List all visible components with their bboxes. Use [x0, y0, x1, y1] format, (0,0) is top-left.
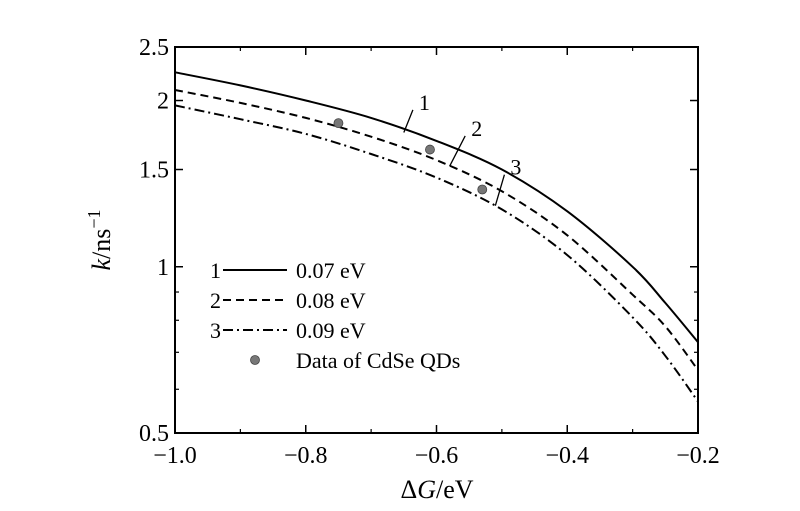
series-layer [174, 71, 699, 403]
x-axis-label-variable: G [417, 475, 436, 504]
x-axis-label-prefix: Δ [400, 475, 417, 504]
series-line-1 [174, 71, 699, 343]
legend-number-1: 1 [210, 258, 221, 283]
axes: −1.0 −0.8 −0.6 −0.4 −0.2 2.5 2 1.5 1 0.5 [139, 35, 720, 469]
data-point-1 [333, 118, 344, 129]
legend-label-3: 0.09 eV [296, 318, 366, 343]
curve-label-leader-1 [403, 109, 414, 133]
annotation-layer: 1 2 3 [403, 90, 521, 206]
y-axis-label-exponent: −1 [84, 209, 104, 228]
legend-number-2: 2 [210, 288, 221, 313]
x-axis-label: ΔG/eV [400, 475, 473, 504]
y-tick-label: 1.5 [139, 158, 169, 184]
legend-marker-dot [250, 355, 260, 365]
legend-label-1: 0.07 eV [296, 258, 366, 283]
y-axis-label-variable: k [87, 259, 116, 271]
x-tick-label: −0.2 [676, 443, 720, 469]
legend-label-data: Data of CdSe QDs [296, 348, 460, 373]
y-tick-label: 2.5 [139, 35, 169, 61]
x-tick-label: −0.4 [545, 443, 589, 469]
y-tick-label: 0.5 [139, 421, 169, 447]
legend-number-3: 3 [210, 318, 221, 343]
y-axis-label-unit: /ns [87, 229, 116, 259]
curve-label-3: 3 [510, 155, 521, 180]
series-line-3 [174, 104, 699, 403]
data-point-3 [477, 184, 488, 195]
x-tick-label: −0.8 [284, 443, 328, 469]
data-point-2 [425, 144, 435, 155]
y-axis-label: k/ns−1 [84, 209, 116, 270]
curve-label-1: 1 [419, 90, 430, 115]
curve-label-leader-2 [448, 135, 466, 167]
x-axis-label-unit: /eV [436, 475, 474, 504]
series-line-2 [174, 89, 699, 371]
x-tick-label: −1.0 [153, 443, 197, 469]
curve-label-leader-3 [494, 174, 506, 206]
curve-label-2: 2 [471, 116, 482, 141]
x-tick-label: −0.6 [415, 443, 459, 469]
legend: 1 0.07 eV 2 0.08 eV 3 0.09 eV Data of CdSe QDs [210, 258, 460, 373]
scatter-layer [333, 118, 488, 195]
y-tick-label: 1 [157, 255, 169, 281]
legend-label-2: 0.08 eV [296, 288, 366, 313]
y-tick-label: 2 [157, 89, 169, 115]
